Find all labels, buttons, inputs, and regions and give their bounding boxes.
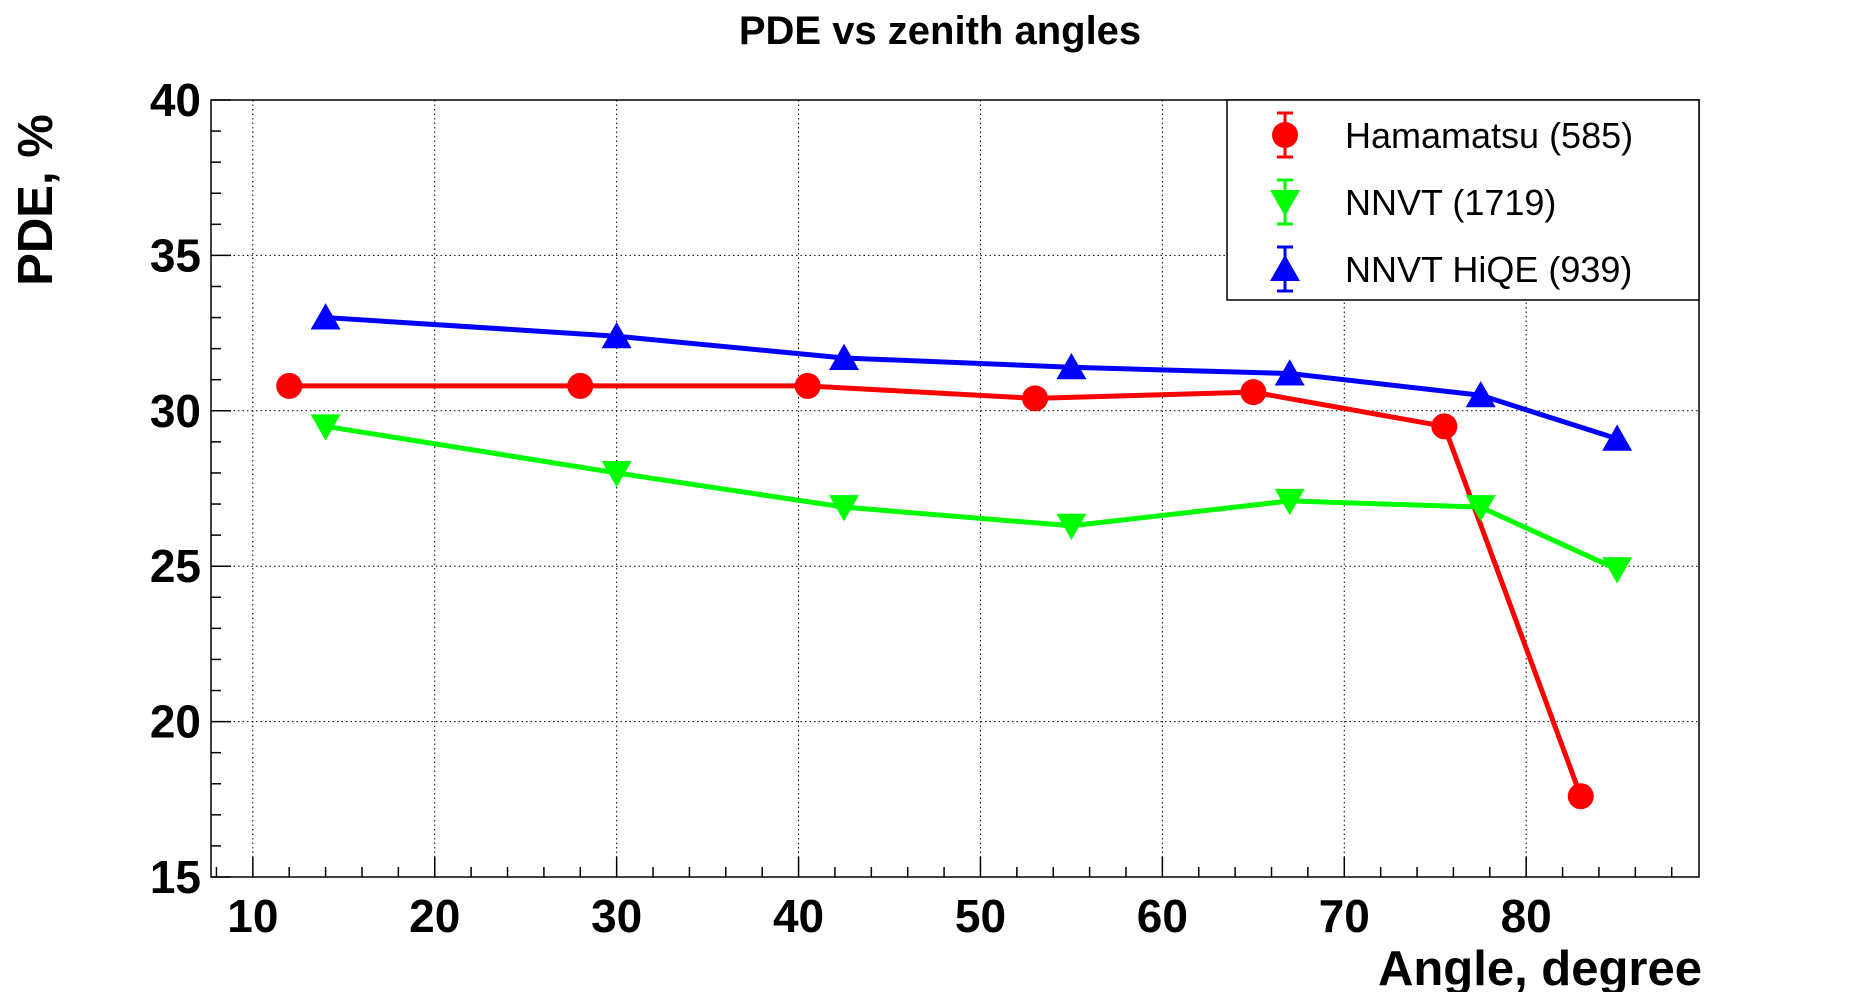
- series-1: [310, 414, 1633, 584]
- data-point: [1274, 359, 1305, 386]
- chart-title: PDE vs zenith angles: [739, 9, 1141, 53]
- x-tick-label: 40: [773, 890, 824, 942]
- x-tick-label: 80: [1501, 890, 1552, 942]
- x-tick-label: 60: [1137, 890, 1188, 942]
- y-axis-label: PDE, %: [9, 114, 63, 286]
- data-point: [1567, 783, 1594, 810]
- data-point: [1602, 557, 1633, 584]
- data-point: [829, 343, 860, 370]
- data-point: [1274, 488, 1305, 516]
- data-point: [601, 460, 632, 488]
- data-point: [1056, 353, 1087, 380]
- data-point: [310, 414, 341, 441]
- data-point: [1022, 385, 1049, 412]
- legend-entry-label: Hamamatsu (585): [1345, 115, 1633, 156]
- x-tick-label: 70: [1319, 890, 1370, 942]
- series-layer: [276, 303, 1633, 810]
- y-tick-label: 25: [150, 540, 201, 592]
- data-point: [601, 321, 632, 349]
- data-point: [310, 303, 341, 330]
- legend: Hamamatsu (585) NNVT (1719) NNVT HiQE (939…: [1226, 99, 1700, 301]
- legend-marker: [1270, 254, 1300, 281]
- x-tick-label: 10: [227, 890, 278, 942]
- legend-entry-label: NNVT HiQE (939): [1345, 249, 1632, 290]
- y-tick-label: 20: [150, 696, 201, 748]
- data-point: [1431, 413, 1458, 440]
- x-tick-label: 20: [409, 890, 460, 942]
- grid-layer: [211, 100, 1699, 877]
- series-line: [325, 423, 1619, 572]
- data-point: [1602, 424, 1633, 451]
- series-0: [276, 372, 1594, 810]
- data-point: [1465, 381, 1496, 408]
- plot-frame: [210, 99, 1700, 878]
- data-point: [829, 495, 860, 522]
- legend-entry-label: NNVT (1719): [1345, 182, 1556, 223]
- series-line: [289, 383, 1584, 798]
- ticks-layer: 10 20 30 40 50 60 70 80 15 20 25 30 35 40: [150, 74, 1673, 942]
- x-tick-label: 50: [955, 890, 1006, 942]
- data-point: [1240, 379, 1267, 406]
- legend-marker: [1272, 122, 1298, 148]
- legend-marker: [1270, 190, 1300, 217]
- data-point: [567, 372, 594, 399]
- y-tick-label: 40: [150, 74, 201, 126]
- x-axis-label: Angle, degree: [1378, 942, 1702, 992]
- x-tick-label: 30: [591, 890, 642, 942]
- y-tick-label: 30: [150, 385, 201, 437]
- y-tick-label: 15: [150, 851, 201, 903]
- data-point: [1465, 495, 1496, 522]
- legend-box: [1226, 99, 1700, 301]
- y-tick-label: 35: [150, 229, 201, 281]
- series-2: [310, 303, 1633, 451]
- data-point: [794, 372, 821, 399]
- data-point: [276, 372, 303, 399]
- data-point: [1056, 513, 1087, 541]
